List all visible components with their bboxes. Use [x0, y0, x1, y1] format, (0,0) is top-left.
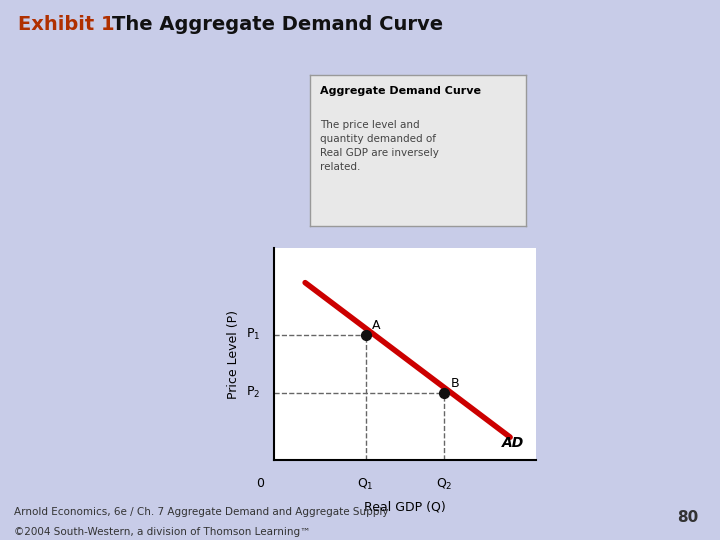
Text: 80: 80 [677, 510, 698, 524]
Text: The price level and
quantity demanded of
Real GDP are inversely
related.: The price level and quantity demanded of… [320, 120, 439, 172]
Text: P$_2$: P$_2$ [246, 385, 261, 400]
Text: Real GDP (Q): Real GDP (Q) [364, 501, 446, 514]
Text: Q$_2$: Q$_2$ [436, 477, 453, 492]
Text: Arnold Economics, 6e / Ch. 7 Aggregate Demand and Aggregate Supply: Arnold Economics, 6e / Ch. 7 Aggregate D… [14, 507, 389, 517]
Text: Price Level (P): Price Level (P) [228, 309, 240, 399]
Text: P$_1$: P$_1$ [246, 327, 261, 342]
Text: B: B [451, 377, 459, 390]
Text: A: A [372, 319, 381, 332]
Point [438, 388, 450, 397]
Text: Q$_1$: Q$_1$ [357, 477, 374, 492]
Text: The Aggregate Demand Curve: The Aggregate Demand Curve [112, 15, 443, 34]
Text: ©2004 South-Western, a division of Thomson Learning™: ©2004 South-Western, a division of Thoms… [14, 527, 311, 537]
Text: Aggregate Demand Curve: Aggregate Demand Curve [320, 86, 482, 96]
Point [360, 330, 372, 339]
Text: Exhibit 1: Exhibit 1 [18, 15, 114, 34]
Text: 0: 0 [256, 477, 264, 490]
Text: AD: AD [503, 436, 524, 450]
